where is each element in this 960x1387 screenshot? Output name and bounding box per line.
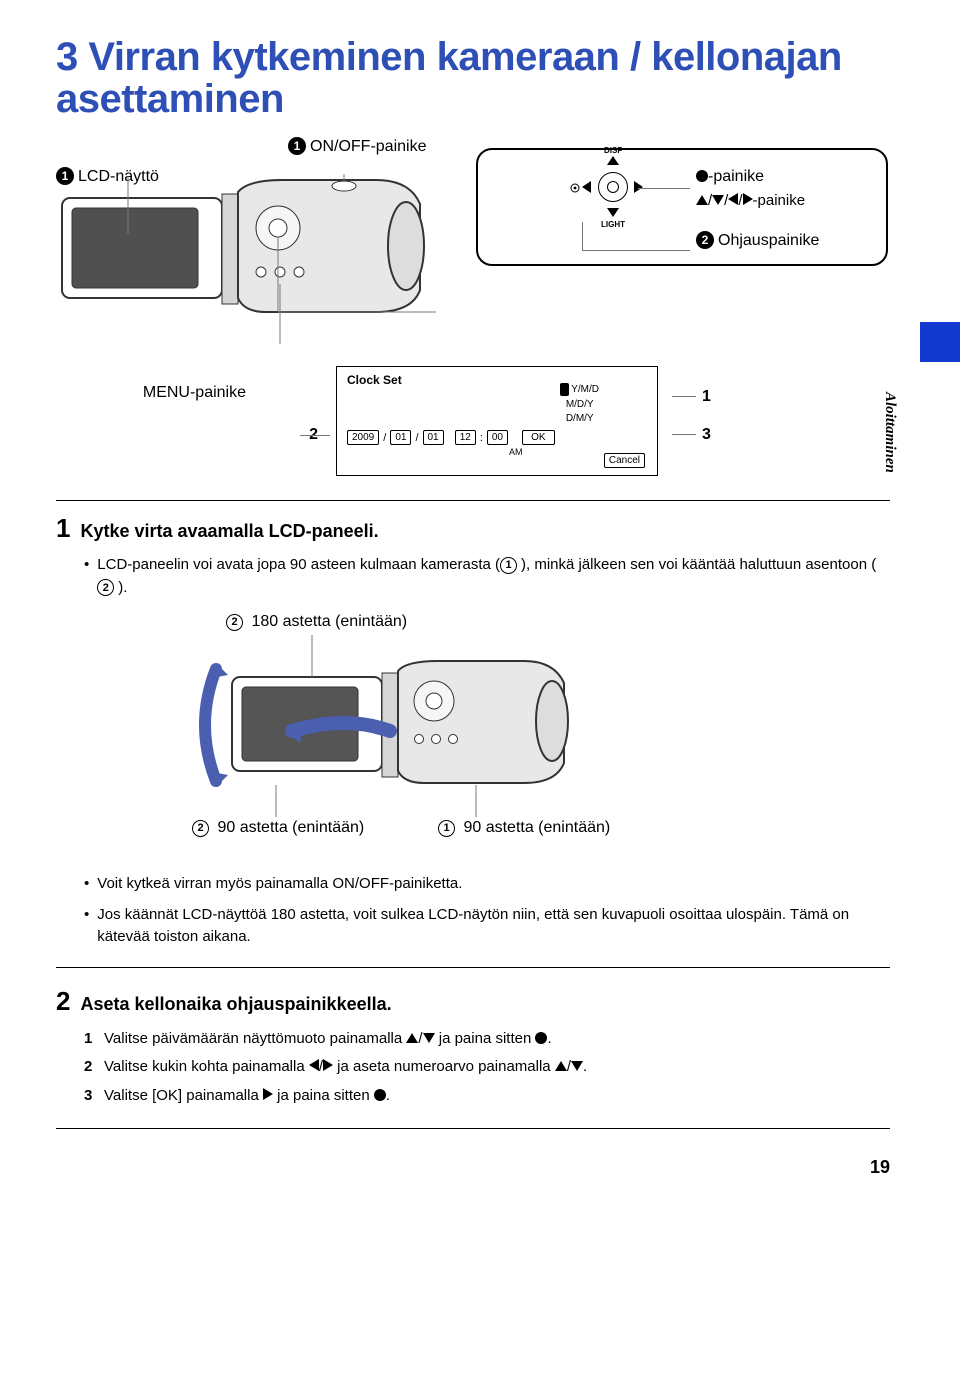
- dpad-callout-box: DISP LIGHT -painike ///-painike 2Ohjausp…: [476, 148, 888, 266]
- page-number: 19: [56, 1157, 890, 1178]
- lcd-rotation-figure: 2 180 astetta (enintään) 2 90 astetta (e…: [176, 613, 890, 843]
- onoff-label: 1ON/OFF-painike: [288, 138, 426, 156]
- divider: [56, 967, 890, 968]
- section-side-label: Aloittaminen: [881, 392, 898, 473]
- rotation-svg: [176, 635, 596, 825]
- clock-set-row: MENU-painike 2 Clock Set 2009 / 01 / 01 …: [56, 366, 890, 476]
- step1-bullet-2: Jos käännät LCD-näyttöä 180 astetta, voi…: [84, 904, 890, 949]
- callout-2-icon: 2: [696, 231, 714, 249]
- ohjaus-label: 2Ohjauspainike: [696, 232, 819, 250]
- step-1-heading: 1 Kytke virta avaamalla LCD-paneeli.: [56, 513, 890, 544]
- flower-icon: [570, 183, 580, 193]
- camera-diagram: 1LCD-näyttö 1ON/OFF-painike: [56, 138, 890, 338]
- page-title: 3 Virran kytkeminen kameraan / kellonaja…: [56, 36, 890, 120]
- center-btn-label: -painike: [696, 168, 764, 186]
- section-color-tab: [920, 322, 960, 362]
- menu-label: MENU-painike: [56, 366, 246, 402]
- dot-icon: [696, 170, 708, 182]
- callout-1b-icon: 1: [288, 137, 306, 155]
- step2-substeps: 1Valitse päivämäärän näyttömuoto painama…: [84, 1025, 890, 1111]
- step1-bullet-1: Voit kytkeä virran myös painamalla ON/OF…: [84, 873, 890, 896]
- callout-right-3: 3: [702, 426, 711, 444]
- step1-para: LCD-paneelin voi avata jopa 90 asteen ku…: [84, 554, 890, 599]
- camera-svg: [56, 174, 436, 344]
- arrow-btn-label: ///-painike: [696, 192, 805, 209]
- clock-set-screen: Clock Set 2009 / 01 / 01 12 : 00 OK AM C…: [336, 366, 658, 476]
- divider: [56, 1128, 890, 1129]
- clock-title: Clock Set: [347, 373, 647, 387]
- step-2-heading: 2 Aseta kellonaika ohjauspainikkeella.: [56, 986, 890, 1017]
- divider: [56, 500, 890, 501]
- dpad-icon: DISP LIGHT: [598, 172, 628, 202]
- callout-right-1: 1: [702, 388, 711, 406]
